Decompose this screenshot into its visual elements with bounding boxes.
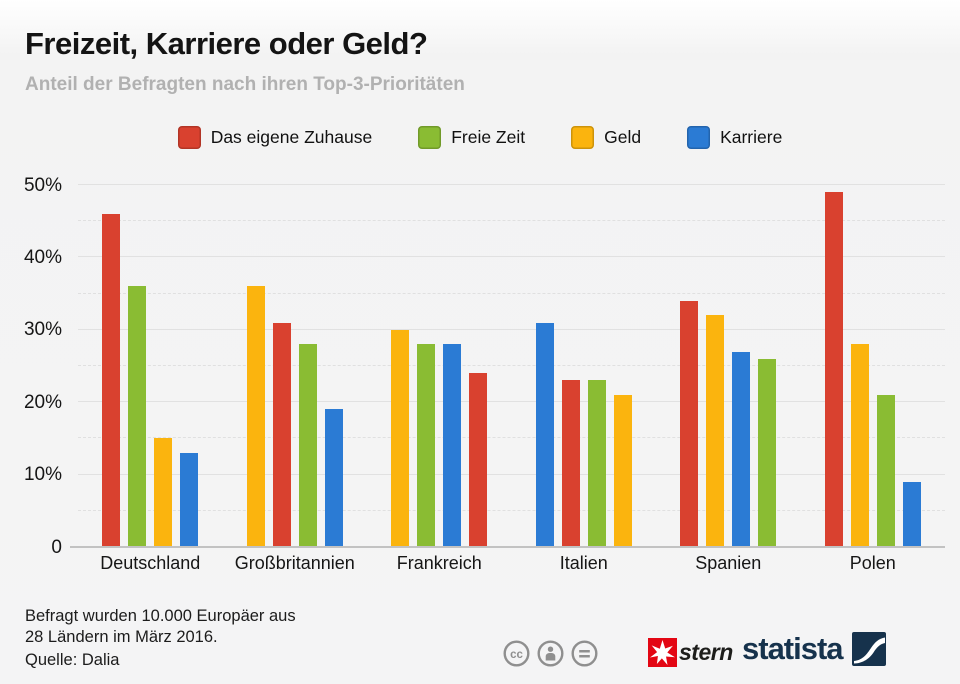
major-gridline-20	[78, 401, 945, 403]
statista-wordmark: statista	[742, 631, 844, 666]
survey-note: Befragt wurden 10.000 Europäer aus 28 Lä…	[25, 606, 296, 648]
legend-label: Das eigene Zuhause	[210, 127, 373, 147]
y-axis: 0 10% 20% 30% 40% 50%	[0, 175, 70, 558]
bar-group-großbritannien	[223, 185, 368, 547]
legend-item-karriere: Karriere	[687, 126, 782, 149]
bar-group-polen	[801, 185, 946, 547]
statista-logo-icon	[851, 632, 886, 666]
x-axis-label-italien: Italien	[559, 553, 608, 573]
bar-großbritannien-karriere	[324, 409, 343, 547]
minor-gridline-15	[78, 437, 945, 439]
x-axis-baseline	[70, 546, 945, 548]
bar-italien-karriere	[535, 322, 554, 547]
plot-area	[70, 184, 945, 548]
creative-commons-badges: cc	[503, 640, 598, 667]
stern-star-icon	[648, 638, 677, 667]
bar-italien-das-eigene-zuhause	[561, 380, 580, 547]
bar-frankreich-geld	[391, 329, 410, 547]
stern-logo: stern	[648, 638, 733, 667]
major-gridline-40	[78, 256, 945, 258]
x-axis-label-spanien: Spanien	[695, 553, 762, 573]
bar-spanien-karriere	[732, 351, 751, 547]
legend-swatch-icon	[177, 126, 201, 149]
bar-deutschland-das-eigene-zuhause	[102, 213, 121, 547]
bar-spanien-das-eigene-zuhause	[680, 300, 699, 547]
bar-großbritannien-freie-zeit	[298, 344, 317, 547]
major-gridline-50	[78, 184, 945, 185]
bar-group-spanien	[656, 185, 801, 547]
minor-gridline-5	[78, 509, 945, 511]
x-axis-label-frankreich: Frankreich	[396, 553, 482, 573]
bar-frankreich-das-eigene-zuhause	[469, 373, 488, 547]
bar-group-italien	[512, 185, 657, 547]
cc-by-person-icon	[537, 640, 564, 667]
survey-note-line1: Befragt wurden 10.000 Europäer aus	[25, 607, 296, 625]
page-title: Freizeit, Karriere oder Geld?	[25, 26, 428, 61]
legend-item-das-eigene-zuhause: Das eigene Zuhause	[177, 126, 373, 149]
bar-frankreich-karriere	[443, 344, 462, 547]
y-tick-label-0: 0	[51, 536, 62, 558]
source-label: Quelle: Dalia	[25, 651, 120, 669]
cc-icon: cc	[503, 640, 530, 667]
minor-gridline-35	[78, 292, 945, 294]
stern-wordmark: stern	[679, 639, 733, 665]
legend-label: Karriere	[720, 127, 783, 147]
svg-text:cc: cc	[510, 649, 523, 661]
legend-swatch-icon	[418, 126, 442, 149]
legend-label: Freie Zeit	[451, 127, 526, 147]
bar-group-deutschland	[78, 185, 223, 547]
y-tick-label-40: 40%	[23, 246, 62, 268]
legend-swatch-icon	[571, 126, 595, 149]
bar-deutschland-freie-zeit	[128, 286, 147, 547]
bar-frankreich-freie-zeit	[417, 344, 436, 547]
bar-polen-das-eigene-zuhause	[824, 192, 843, 547]
y-tick-label-20: 20%	[23, 391, 62, 413]
survey-note-line2: 28 Ländern im März 2016.	[25, 628, 218, 646]
legend-item-geld: Geld	[571, 126, 641, 149]
bar-italien-freie-zeit	[587, 380, 606, 547]
bar-großbritannien-geld	[246, 286, 265, 547]
x-axis-label-großbritannien: Großbritannien	[234, 553, 355, 573]
bar-polen-geld	[850, 344, 869, 547]
chart-legend: Das eigene Zuhause Freie Zeit Geld Karriere	[0, 126, 960, 149]
bar-group-frankreich	[367, 185, 512, 547]
bar-deutschland-karriere	[180, 452, 199, 547]
major-gridline-10	[78, 473, 945, 475]
bar-groups	[78, 185, 945, 547]
y-tick-label-10: 10%	[23, 464, 62, 486]
major-gridline-30	[78, 328, 945, 330]
x-axis-label-deutschland: Deutschland	[100, 553, 201, 573]
bar-großbritannien-das-eigene-zuhause	[272, 322, 291, 547]
statista-logo: statista	[742, 631, 886, 667]
minor-gridline-45	[78, 220, 945, 222]
minor-gridline-25	[78, 365, 945, 366]
bar-italien-geld	[613, 394, 632, 547]
legend-item-freie-zeit: Freie Zeit	[418, 126, 525, 149]
bar-polen-freie-zeit	[876, 394, 895, 547]
page-subtitle: Anteil der Befragten nach ihren Top-3-Pr…	[25, 74, 465, 95]
y-tick-label-30: 30%	[23, 319, 62, 341]
bar-spanien-geld	[706, 315, 725, 547]
bar-polen-karriere	[902, 481, 921, 547]
cc-nd-equals-icon	[571, 640, 598, 667]
y-tick-label-50: 50%	[23, 174, 62, 196]
bar-deutschland-geld	[154, 438, 173, 547]
legend-swatch-icon	[687, 126, 711, 149]
legend-label: Geld	[604, 127, 642, 147]
bar-spanien-freie-zeit	[758, 358, 777, 547]
x-axis-label-polen: Polen	[849, 553, 896, 573]
x-axis-labels: Deutschland Großbritannien Frankreich Itali…	[78, 553, 945, 574]
